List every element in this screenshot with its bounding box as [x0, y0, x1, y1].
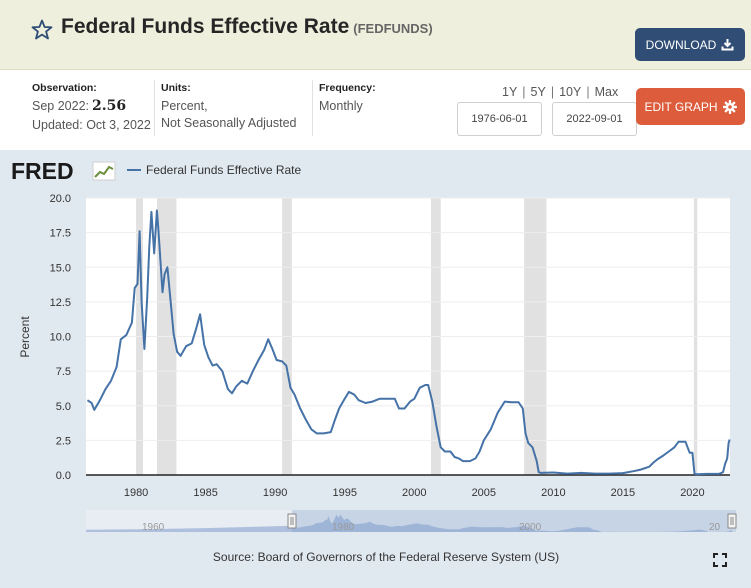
edit-graph-label: EDIT GRAPH: [644, 99, 718, 114]
fred-logo-graph-icon: [92, 161, 116, 181]
chart-svg: FRED Federal Funds Effective Rate 0.0 2.5…: [11, 158, 737, 564]
start-date-input[interactable]: [457, 102, 542, 136]
frequency-value: Monthly: [319, 99, 363, 113]
y-tick-label: 10.0: [50, 332, 71, 344]
range-separator: |: [586, 85, 590, 99]
fullscreen-icon[interactable]: [713, 553, 727, 567]
navigator-label-1960: 1960: [142, 522, 165, 533]
observation-block: Observation: Sep 2022: 2.56 Updated: Oct …: [32, 82, 151, 134]
navigator-series-area: [86, 514, 732, 532]
range-selector: 1Y | 5Y | 10Y | Max: [502, 85, 618, 99]
observation-period: Sep 2022:: [32, 99, 89, 113]
units-block: Units: Percent, Not Seasonally Adjusted: [161, 82, 297, 132]
end-date-input[interactable]: [552, 102, 637, 136]
frequency-block: Frequency: Monthly: [319, 82, 376, 115]
navigator-label-1980: 1980: [332, 522, 355, 533]
x-axis-ticks: 1980 1985 1990 1995 2000 2005 2010 2015 2020: [124, 487, 705, 499]
legend-label: Federal Funds Effective Rate: [146, 163, 302, 177]
y-tick-label: 7.5: [56, 366, 71, 378]
x-tick-label: 1985: [193, 487, 217, 499]
observation-label: Observation:: [32, 82, 97, 94]
units-line2: Not Seasonally Adjusted: [161, 116, 297, 130]
y-tick-label: 20.0: [50, 193, 71, 205]
x-tick-label: 2020: [680, 487, 704, 499]
source-note: Source: Board of Governors of the Federa…: [213, 550, 559, 564]
navigator-label-2020: 20: [709, 522, 721, 533]
header-bar: Federal Funds Effective Rate (FEDFUNDS) D…: [0, 0, 751, 70]
download-label: DOWNLOAD: [645, 37, 717, 52]
range-separator: |: [550, 85, 555, 99]
range-separator: |: [522, 85, 526, 99]
x-tick-label: 2015: [611, 487, 635, 499]
y-tick-label: 15.0: [50, 262, 71, 274]
range-10y[interactable]: 10Y: [559, 85, 582, 99]
range-1y[interactable]: 1Y: [502, 85, 518, 99]
x-tick-label: 2010: [541, 487, 565, 499]
y-tick-label: 17.5: [50, 228, 71, 240]
series-line: [86, 209, 731, 476]
observation-line: Sep 2022: 2.56: [32, 98, 151, 115]
updated-date: Updated: Oct 3, 2022: [32, 118, 151, 132]
edit-graph-button[interactable]: EDIT GRAPH: [636, 88, 745, 125]
fred-logo: FRED: [11, 158, 74, 184]
units-label: Units:: [161, 82, 191, 94]
star-icon[interactable]: [30, 18, 54, 42]
y-tick-label: 5.0: [56, 401, 71, 413]
gridlines: [86, 197, 730, 476]
y-tick-label: 12.5: [50, 297, 71, 309]
y-tick-label: 0.0: [56, 470, 71, 482]
units-line1: Percent,: [161, 99, 208, 113]
navigator-right-handle[interactable]: [727, 513, 737, 529]
meta-divider: [154, 80, 155, 136]
frequency-label: Frequency:: [319, 82, 376, 94]
x-tick-label: 1990: [263, 487, 287, 499]
y-axis-label: Percent: [18, 316, 32, 358]
page-title: Federal Funds Effective Rate (FEDFUNDS): [61, 15, 433, 39]
download-button[interactable]: DOWNLOAD: [635, 28, 745, 61]
y-tick-label: 2.5: [56, 435, 71, 447]
series-title: Federal Funds Effective Rate: [61, 15, 350, 38]
series-id: (FEDFUNDS): [353, 21, 433, 36]
gear-icon: [722, 99, 737, 114]
range-5y[interactable]: 5Y: [530, 85, 546, 99]
navigator-label-2000: 2000: [519, 522, 542, 533]
range-max[interactable]: Max: [594, 85, 619, 99]
y-axis-ticks: 0.0 2.5 5.0 7.5 10.0 12.5 15.0 17.5 20.0: [50, 193, 71, 482]
x-tick-label: 1995: [332, 487, 356, 499]
observation-value: 2.56: [92, 98, 127, 114]
navigator-left-handle[interactable]: [287, 513, 297, 529]
x-tick-label: 2005: [472, 487, 496, 499]
x-tick-label: 1980: [124, 487, 148, 499]
x-tick-label: 2000: [402, 487, 426, 499]
download-icon: [721, 39, 734, 51]
meta-divider: [312, 80, 313, 136]
